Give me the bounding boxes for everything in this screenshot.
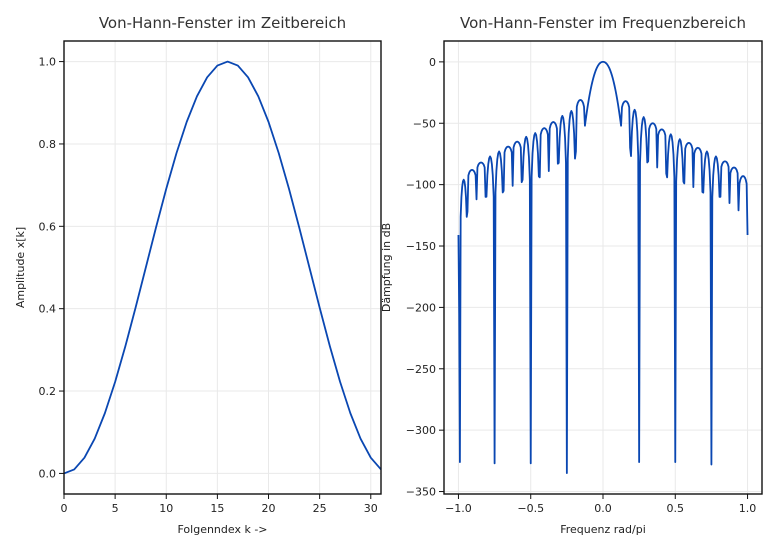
x-tick-label: 0 [61,502,68,515]
y-tick-label: −350 [406,486,436,499]
y-tick-label: −250 [406,363,436,376]
y-tick-label: −50 [413,117,436,130]
y-tick-label: 0.0 [39,467,57,480]
time-x-axis-label: Folgenndex k -> [177,523,267,536]
frequency-domain-chart: −1.0 −0.5 0.0 0.5 1.0 0 −50 −100 −150 −200 −250 −30… [380,14,763,536]
y-tick-label: 0.4 [39,303,57,316]
y-tick-label: 0 [429,56,436,69]
y-tick-label: −200 [406,301,436,314]
x-tick-label: 25 [313,502,327,515]
x-tick-label: 0.0 [594,502,612,515]
time-plot-frame [63,40,382,495]
x-tick-label: −0.5 [517,502,544,515]
y-tick-label: 0.8 [39,138,57,151]
frequency-x-axis-label: Frequenz rad/pi [560,523,646,536]
y-tick-label: 1.0 [39,56,57,69]
x-tick-label: −1.0 [445,502,472,515]
frequency-ticks: −1.0 −0.5 0.0 0.5 1.0 0 −50 −100 −150 −200 −250 −30… [406,56,757,515]
x-tick-label: 15 [210,502,224,515]
frequency-y-axis-label: Dämpfung in dB [380,223,393,312]
y-tick-label: −300 [406,424,436,437]
y-tick-label: 0.6 [39,220,57,233]
time-grid [63,41,381,494]
frequency-chart-title: Von-Hann-Fenster im Frequenzbereich [460,14,746,32]
x-tick-label: 0.5 [667,502,685,515]
x-tick-label: 1.0 [739,502,757,515]
frequency-grid [444,41,762,494]
time-ticks: 0 5 10 15 20 25 30 0.0 0.2 0.4 0.6 0.8 1.0 [39,56,378,515]
x-tick-label: 5 [112,502,119,515]
y-tick-label: −100 [406,179,436,192]
x-tick-label: 10 [159,502,173,515]
time-y-axis-label: Amplitude x[k] [14,227,27,308]
y-tick-label: −150 [406,240,436,253]
time-domain-chart: 0 5 10 15 20 25 30 0.0 0.2 0.4 0.6 0.8 1.0 Von-Hann-… [14,14,382,536]
frequency-series-line [457,60,749,475]
time-chart-title: Von-Hann-Fenster im Zeitbereich [99,14,346,32]
x-tick-label: 20 [262,502,276,515]
time-series-line [63,60,382,475]
y-tick-label: 0.2 [39,385,57,398]
x-tick-label: 30 [364,502,378,515]
